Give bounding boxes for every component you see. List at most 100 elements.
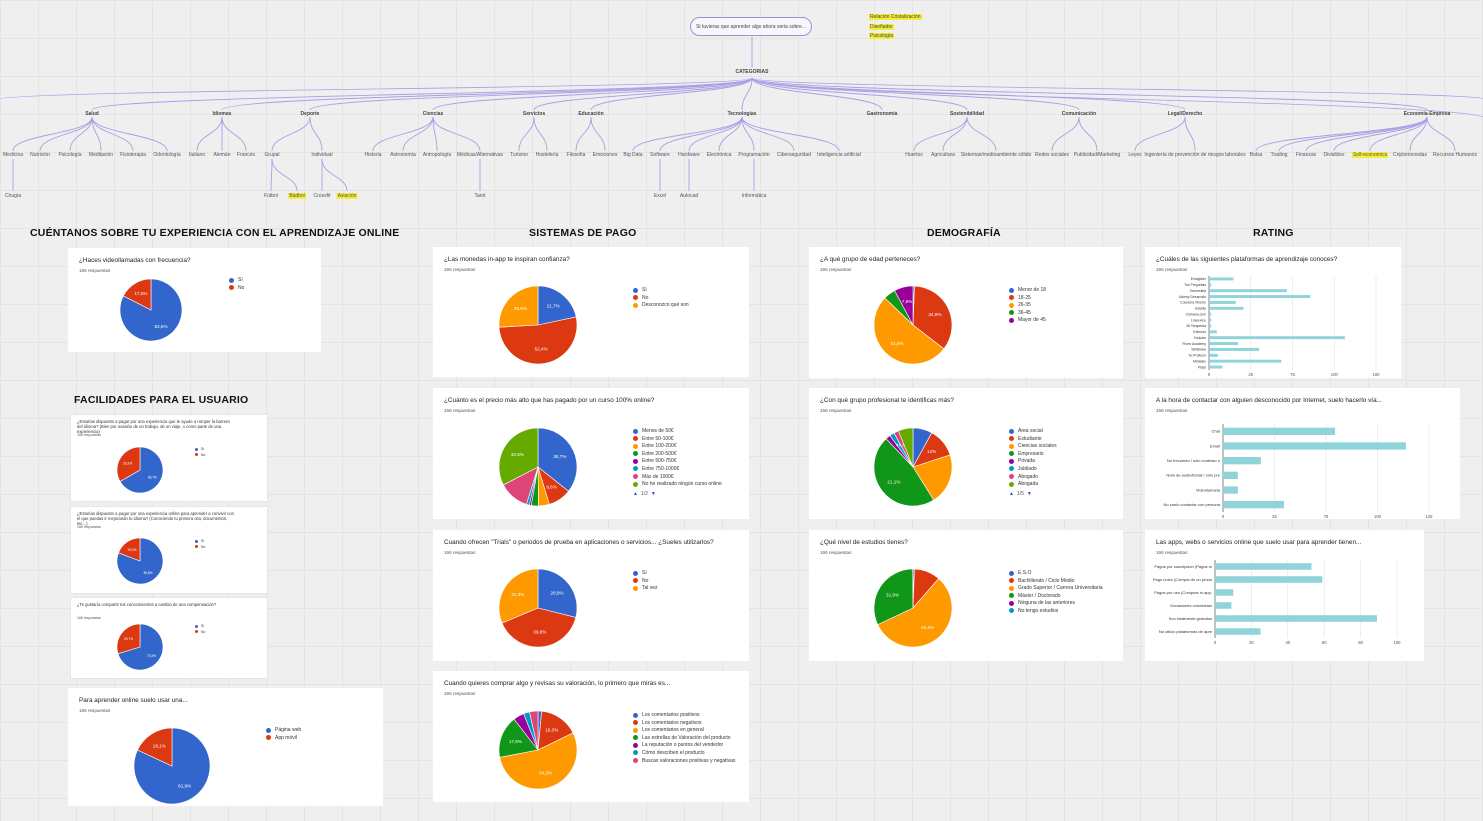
chart-card-age[interactable]: ¿A qué grupo de edad perteneces? 166 resp… (809, 247, 1123, 378)
pie-slice[interactable] (118, 537, 141, 562)
mindmap-node[interactable]: Crossfit (313, 193, 331, 199)
legend-item[interactable]: Más de 1000€ (633, 474, 741, 480)
sticky-tag[interactable]: Diseñador (869, 24, 894, 30)
sticky-tag[interactable]: Relación Cristalización (869, 14, 922, 20)
bar[interactable] (1209, 365, 1223, 369)
mindmap-node[interactable]: Filosofía (566, 152, 586, 158)
mindmap-node[interactable]: Alemán (213, 152, 231, 158)
legend-item[interactable]: Área social (1009, 428, 1115, 434)
mindmap-node[interactable]: Redes sociales (1035, 152, 1069, 158)
legend-item[interactable]: No (633, 295, 741, 301)
bar[interactable] (1223, 486, 1238, 494)
legend-item[interactable]: Entre 500-750€ (633, 458, 741, 464)
chart-card-studies[interactable]: ¿Qué nivel de estudios tienes? 166 respue… (809, 530, 1123, 661)
pie-slice[interactable] (537, 568, 578, 618)
mindmap-node[interactable]: Inteligencia artificial (817, 152, 861, 158)
pie-slice[interactable] (116, 537, 164, 585)
pie-slice[interactable] (498, 427, 539, 486)
legend-item[interactable]: No (195, 453, 261, 457)
chart-card-trials[interactable]: Cuando ofrecen "Trials" o periodos de pr… (433, 530, 749, 661)
legend-item[interactable]: Página web (266, 727, 375, 733)
legend-item[interactable]: Máster / Doctorado (1009, 593, 1115, 599)
mindmap-node[interactable]: Ingeniería de prevención de riesgos labo… (1144, 152, 1246, 158)
pie-slice[interactable] (537, 427, 578, 492)
mindmap-node[interactable]: Criptomonedas (1393, 152, 1427, 158)
mindmap-node[interactable]: Sostenibilidad (949, 111, 985, 117)
chart-card-price[interactable]: ¿Cuánto es el precio más alto que has pa… (433, 388, 749, 519)
chart-card-fac2[interactable]: ¿Estarías dispuesto a pagar por una expe… (70, 506, 268, 594)
chart-card-fac1[interactable]: ¿Estarías dispuesto a pagar por una expe… (70, 414, 268, 502)
pie-slice[interactable] (894, 285, 914, 326)
legend-item[interactable]: Jubilado (1009, 466, 1115, 472)
chart-card-contact[interactable]: A la hora de contactar con alguien desco… (1145, 388, 1460, 519)
legend-item[interactable]: Abogado (1009, 474, 1115, 480)
legend-item[interactable]: App móvil (266, 735, 375, 741)
legend-item[interactable]: 26-35 (1009, 302, 1115, 308)
pie-slice[interactable] (119, 446, 164, 494)
bar[interactable] (1209, 283, 1212, 287)
mindmap-node[interactable]: Self-economics (1351, 152, 1389, 158)
mindmap-node[interactable]: Ciencias (422, 111, 444, 117)
mindmap-node[interactable]: Historia (364, 152, 382, 158)
legend-item[interactable]: Menor de 18 (1009, 287, 1115, 293)
legend-item[interactable]: Tal vez (633, 585, 741, 591)
bar[interactable] (1223, 471, 1238, 479)
mindmap-node[interactable]: Trading (1270, 152, 1288, 158)
bar[interactable] (1215, 589, 1234, 596)
bar[interactable] (1209, 353, 1218, 357)
legend-item[interactable]: Abogada (1009, 481, 1115, 487)
legend-item[interactable]: No (633, 578, 741, 584)
mindmap-node[interactable]: Autocad (679, 193, 699, 199)
mindmap-node[interactable]: Big Data (623, 152, 643, 158)
bar[interactable] (1209, 359, 1282, 363)
mindmap-node[interactable]: Meditación (88, 152, 114, 158)
mindmap-node[interactable]: Bolsa (1249, 152, 1263, 158)
pie-slice[interactable] (498, 285, 539, 328)
bar[interactable] (1223, 442, 1406, 450)
mindmap-node[interactable]: Electrónica (706, 152, 732, 158)
pie-slice[interactable] (117, 623, 164, 671)
mindmap-node[interactable]: Servicios (522, 111, 546, 117)
pie-slice[interactable] (873, 568, 914, 626)
legend-item[interactable]: Ciencias sociales (1009, 443, 1115, 449)
mindmap-node[interactable]: Tecnologías (727, 111, 757, 117)
mindmap-node[interactable]: Italiano (188, 152, 206, 158)
legend-item[interactable]: Entre 50-100€ (633, 436, 741, 442)
pie-slice[interactable] (873, 297, 945, 365)
legend-item[interactable]: Sí (195, 539, 261, 543)
mindmap-node[interactable]: Individual (311, 152, 333, 158)
mindmap-node[interactable]: Agricultura (931, 152, 955, 158)
pie-slice[interactable] (877, 578, 953, 648)
legend-item[interactable]: Sí (633, 570, 741, 576)
pie-slice[interactable] (873, 438, 935, 507)
legend-item[interactable]: Estudiante (1009, 436, 1115, 442)
bar[interactable] (1215, 576, 1323, 583)
mindmap-node[interactable]: Comunicación (1061, 111, 1097, 117)
legend-item[interactable]: Buscas valoraciones positivas y negativa… (633, 758, 741, 764)
mindmap-node[interactable]: Bádbol (288, 193, 306, 199)
mindmap-node[interactable]: Psicología (58, 152, 82, 158)
mindmap-node[interactable]: Francés (236, 152, 256, 158)
legend-item[interactable]: Entre 100-200€ (633, 443, 741, 449)
pie-slice[interactable] (116, 623, 141, 655)
mindmap-node[interactable]: Excel (653, 193, 667, 199)
bar[interactable] (1209, 324, 1212, 328)
chart-card-profession[interactable]: ¿Con qué grupo profesional te identifica… (809, 388, 1123, 519)
bar[interactable] (1215, 615, 1377, 622)
mindmap-node[interactable]: Software (650, 152, 670, 158)
mindmap-node[interactable]: Turismo (510, 152, 528, 158)
mindmap-node[interactable]: Hostelería (535, 152, 559, 158)
legend-item[interactable]: No he realizado ningún curso online (633, 481, 741, 487)
mindmap-node[interactable]: Antropología (422, 152, 452, 158)
mindmap-node[interactable]: Hardware (678, 152, 700, 158)
legend-item[interactable]: Bachillerato / Ciclo Medio (1009, 578, 1115, 584)
pie-slice[interactable] (912, 285, 953, 350)
legend-prev-arrow-icon[interactable]: ▲ (633, 491, 638, 498)
legend-item[interactable]: No (195, 630, 261, 634)
mindmap-node[interactable]: Emociones (592, 152, 618, 158)
mindmap-node[interactable]: Fútbol (264, 193, 278, 199)
legend-item[interactable]: Entre 750-1000€ (633, 466, 741, 472)
mindmap-node[interactable]: Médicas/Alternativas (456, 152, 504, 158)
legend-next-arrow-icon[interactable]: ▼ (1026, 491, 1032, 498)
bar[interactable] (1215, 602, 1232, 609)
